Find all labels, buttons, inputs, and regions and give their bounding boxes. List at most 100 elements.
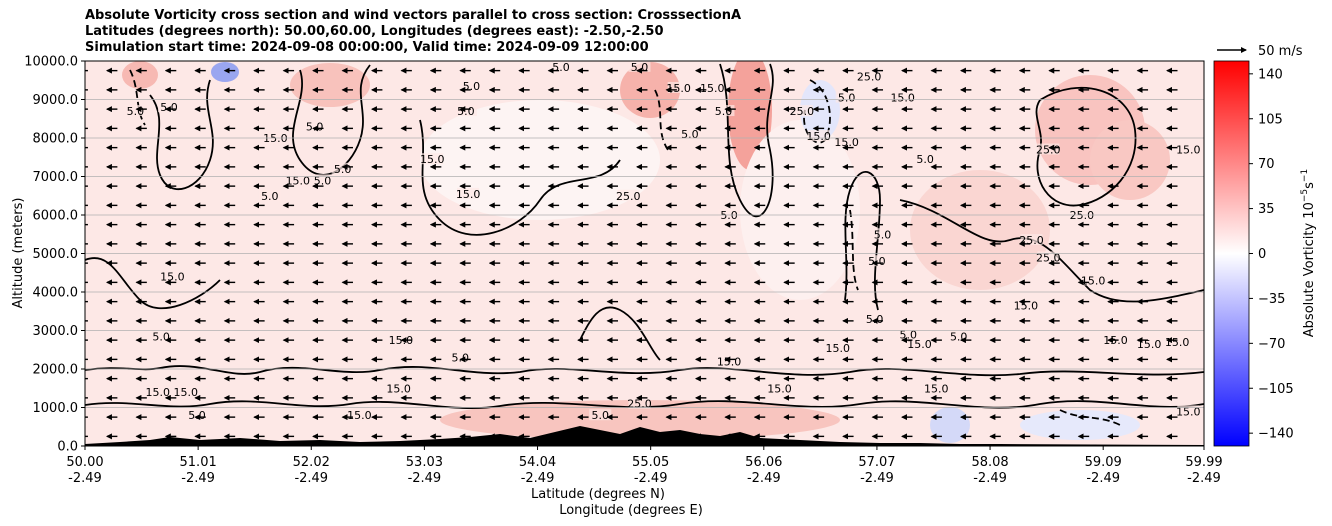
- chart-title-line-3: Simulation start time: 2024-09-08 00:00:…: [85, 40, 649, 55]
- y-tick-label: 10000.0: [24, 55, 78, 70]
- contour-label: 5.0: [334, 163, 352, 176]
- contour-label-bg: [1177, 405, 1200, 417]
- contour-label: 15.0: [420, 153, 445, 166]
- vorticity-field: 5.0 5.015.0 15.05.05.0 5.015.05.015.05.05.0…: [85, 61, 1204, 446]
- contour-label: 5.0: [152, 330, 170, 343]
- y-axis-label: Altitude (meters): [11, 198, 26, 309]
- y-axis: 0.0 1000.0 2000.0 3000.0 4000.0 5000.0 6000.0 7…: [24, 55, 85, 455]
- contour-label: 25.0: [1070, 209, 1095, 222]
- contour-label: 15.0: [700, 82, 725, 95]
- wind-vectors: [85, 67, 1178, 440]
- contour-label: 15.0: [907, 338, 932, 351]
- vorticity-patch: [290, 63, 370, 107]
- y-tick-label: 8000.0: [33, 132, 79, 147]
- contour-label-bg: [891, 91, 914, 103]
- x-tick-label-latitude: 54.04: [519, 455, 556, 470]
- x-tick-label-latitude: 50.00: [66, 455, 103, 470]
- contour-label-bg: [947, 330, 970, 342]
- contour-label: 15.0: [146, 386, 171, 399]
- contour-label: 15.0: [890, 92, 915, 105]
- colorbar-tick-label: 35: [1258, 202, 1275, 217]
- contour-label-bg: [457, 187, 480, 199]
- contour-label-bg: [460, 80, 483, 92]
- vorticity-patch: [1020, 410, 1140, 440]
- contour-label: 5.0: [838, 92, 856, 105]
- contour-label: 25.0: [790, 105, 815, 118]
- contour-label: 25.0: [1036, 144, 1061, 157]
- contour-label: 15.0: [1176, 144, 1201, 157]
- contour-label: 25.0: [857, 70, 882, 83]
- negative-contour-line: [129, 69, 146, 126]
- x-tick-label-longitude: -2.49: [1086, 471, 1120, 486]
- x-tick-label-latitude: 53.03: [406, 455, 443, 470]
- vorticity-patch: [910, 170, 1050, 290]
- x-axis: 50.00-2.4951.01-2.4952.02-2.4953.03-2.49…: [66, 446, 1223, 486]
- contour-label-bg: [1166, 336, 1189, 348]
- contour-label: 15.0: [386, 382, 411, 395]
- contour-label: 15.0: [717, 355, 742, 368]
- contour-label-bg: [161, 270, 184, 282]
- contour-label-bg: [678, 128, 701, 140]
- contour-label-bg: [718, 209, 741, 220]
- colorbar-tick-label: −35: [1258, 292, 1285, 307]
- contour-label-bg: [1014, 299, 1037, 311]
- contour-label-bg: [589, 409, 612, 421]
- contour-label: 5.0: [715, 105, 733, 118]
- colorbar-tick-label: 70: [1258, 157, 1275, 172]
- contour-label: 15.0: [825, 342, 850, 355]
- contour-label-bg: [264, 132, 287, 143]
- contour-label-bg: [387, 382, 410, 394]
- contour-label-bg: [628, 397, 651, 409]
- colorbar-ticks: 140 105 70 35 0 −35 −70 −105 −140: [1249, 67, 1294, 442]
- contour-label: 5.0: [261, 190, 279, 203]
- contour-label: 5.0: [160, 101, 178, 114]
- contour-label-bg: [826, 341, 849, 353]
- contour-label: 15.0: [1176, 405, 1201, 418]
- colorbar-label-unit-exponent: −1: [1300, 169, 1310, 182]
- contour-label: 5.0: [631, 61, 649, 74]
- contour-label-bg: [701, 81, 724, 93]
- colorbar-tick-label: −70: [1258, 337, 1285, 352]
- x-tick-label-longitude: -2.49: [68, 471, 102, 486]
- vorticity-patch: [1090, 120, 1170, 200]
- x-tick-label-longitude: -2.49: [294, 471, 328, 486]
- x-tick-label-latitude: 51.01: [180, 455, 217, 470]
- x-tick-label-longitude: -2.49: [747, 471, 781, 486]
- contour-label: 5.0: [552, 61, 570, 74]
- contour-label-bg: [286, 174, 309, 186]
- contour-label-bg: [667, 81, 690, 93]
- x-tick-label-latitude: 52.02: [293, 455, 330, 470]
- contour-label: 5.0: [950, 330, 968, 343]
- contour-line: [149, 79, 214, 191]
- contour-label: 5.0: [463, 80, 481, 93]
- x-axis-label-longitude: Longitude (degrees E): [559, 503, 703, 518]
- contour-label: 5.0: [681, 128, 699, 141]
- colorbar-label-unit: s: [1302, 182, 1317, 189]
- contour-label: 5.0: [306, 120, 324, 133]
- contour-label: 15.0: [1137, 338, 1162, 351]
- contour-label-bg: [550, 61, 573, 72]
- colorbar-tick-label: 105: [1258, 112, 1283, 127]
- contour-label-bg: [617, 189, 640, 201]
- contour-label-bg: [1082, 274, 1105, 286]
- contour-label: 15.0: [666, 82, 691, 95]
- colorbar-label-text: Absolute Vorticity 10: [1302, 202, 1317, 337]
- contour-label-bg: [897, 328, 920, 340]
- contour-label: 15.0: [174, 386, 199, 399]
- x-tick-label-latitude: 59.99: [1185, 455, 1222, 470]
- contour-label: 15.0: [347, 409, 372, 422]
- contour-label-bg: [1138, 337, 1161, 349]
- contour-label: 15.0: [1165, 336, 1190, 349]
- contour-label: 5.0: [592, 409, 610, 422]
- vorticity-patch: [620, 62, 680, 118]
- contour-label-bg: [871, 228, 894, 240]
- contour-label: 5.0: [451, 351, 469, 364]
- colorbar-gradient: [1213, 60, 1250, 447]
- contour-label: 25.0: [616, 190, 641, 203]
- contour-label-bg: [421, 153, 444, 165]
- contour-label: 5.0: [720, 209, 738, 222]
- contour-label-bg: [835, 91, 858, 103]
- contour-line: [85, 400, 1204, 409]
- contour-label: 5.0: [866, 313, 884, 326]
